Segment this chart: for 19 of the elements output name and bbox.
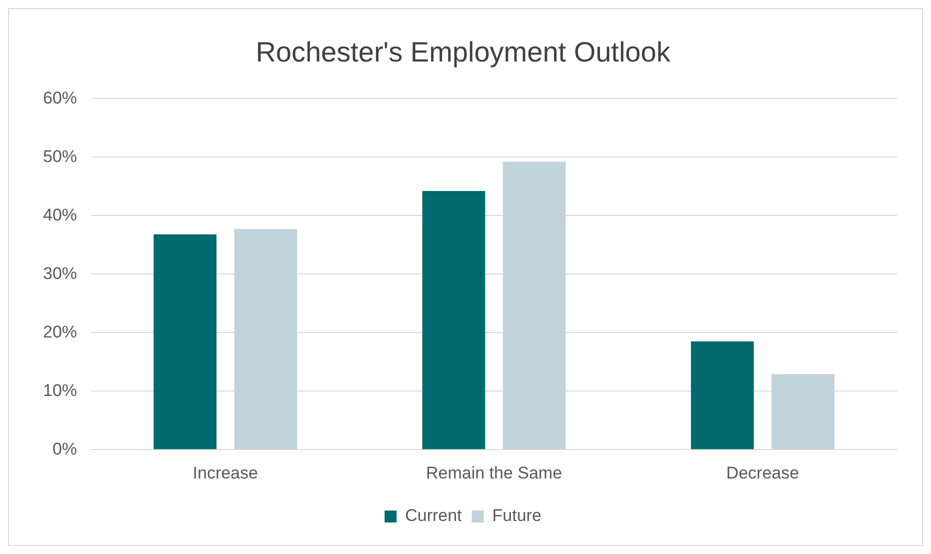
y-tick-label: 10% — [42, 380, 78, 400]
bar — [422, 191, 486, 450]
bar — [234, 229, 298, 450]
y-tick-label: 0% — [52, 439, 78, 458]
bar — [772, 374, 834, 450]
y-tick-label: 30% — [42, 264, 78, 283]
x-tick-label: Decrease — [726, 463, 800, 482]
y-tick-label: 40% — [42, 205, 78, 224]
bar — [154, 234, 216, 450]
legend-label: Current — [405, 506, 462, 526]
y-tick-label: 50% — [42, 146, 78, 166]
legend-label: Future — [492, 506, 542, 526]
bar — [690, 341, 754, 450]
x-tick-label: Remain the Same — [426, 463, 562, 482]
y-tick-label: 20% — [42, 322, 78, 342]
x-tick-label: Increase — [192, 463, 258, 482]
chart-title: Rochester's Employment Outlook — [256, 36, 672, 68]
bar — [502, 162, 566, 450]
y-tick-label: 60% — [42, 88, 78, 108]
